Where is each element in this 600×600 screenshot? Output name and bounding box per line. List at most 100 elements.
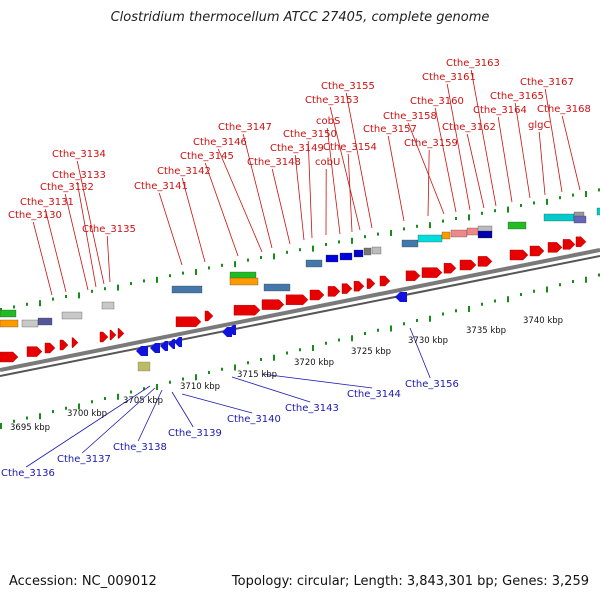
forward-gene-arrow[interactable] [547, 242, 563, 253]
forward-gene-label[interactable]: Cthe_3155 [321, 81, 375, 92]
reverse-gene-label[interactable]: Cthe_3143 [285, 403, 339, 414]
feature-box[interactable] [596, 207, 600, 216]
reverse-gene-arrow[interactable] [228, 325, 236, 335]
forward-gene-label[interactable]: Cthe_3147 [218, 122, 272, 133]
forward-gene-arrow[interactable] [204, 310, 214, 322]
forward-gene-label[interactable]: Cthe_3146 [193, 137, 247, 148]
forward-gene-label[interactable]: Cthe_3165 [490, 91, 544, 102]
feature-box[interactable] [171, 285, 203, 294]
forward-gene-arrow[interactable] [44, 342, 56, 354]
feature-box[interactable] [37, 317, 53, 326]
forward-gene-arrow[interactable] [261, 299, 285, 310]
feature-box[interactable] [353, 249, 364, 258]
forward-gene-label[interactable]: Cthe_3167 [520, 77, 574, 88]
feature-box[interactable] [466, 227, 480, 236]
forward-gene-arrow[interactable] [379, 275, 391, 287]
feature-box[interactable] [101, 301, 115, 310]
feature-box[interactable] [229, 277, 259, 286]
forward-gene-arrow[interactable] [109, 329, 117, 341]
feature-box[interactable] [21, 319, 39, 328]
forward-gene-arrow[interactable] [459, 259, 477, 271]
forward-gene-label[interactable]: Cthe_3159 [404, 138, 458, 149]
forward-gene-label[interactable]: cobU [315, 157, 340, 168]
reverse-gene-label[interactable]: Cthe_3144 [347, 389, 401, 400]
feature-box[interactable] [477, 230, 493, 239]
reverse-gene-label[interactable]: Cthe_3138 [113, 442, 167, 453]
feature-box[interactable] [305, 259, 323, 268]
forward-gene-label[interactable]: Cthe_3149 [270, 143, 324, 154]
reverse-gene-arrow[interactable] [136, 346, 148, 356]
feature-box[interactable] [507, 221, 527, 230]
reverse-gene-label[interactable]: Cthe_3139 [168, 428, 222, 439]
forward-gene-arrow[interactable] [71, 337, 79, 348]
forward-gene-label[interactable]: Cthe_3164 [473, 105, 527, 116]
forward-gene-label[interactable]: Cthe_3158 [383, 111, 437, 122]
forward-gene-label[interactable]: Cthe_3162 [442, 122, 496, 133]
forward-gene-label[interactable]: Cthe_3168 [537, 104, 591, 115]
forward-gene-label[interactable]: Cthe_3142 [157, 166, 211, 177]
feature-box[interactable] [450, 229, 468, 238]
forward-gene-label[interactable]: Cthe_3145 [180, 151, 234, 162]
forward-gene-arrow[interactable] [175, 316, 202, 327]
forward-gene-arrow[interactable] [575, 236, 587, 248]
feature-box[interactable] [263, 283, 291, 292]
feature-box[interactable] [0, 309, 17, 318]
forward-gene-label[interactable]: Cthe_3135 [82, 224, 136, 235]
forward-gene-label[interactable]: Cthe_3132 [40, 182, 94, 193]
forward-gene-label[interactable]: Cthe_3154 [323, 142, 377, 153]
forward-gene-arrow[interactable] [529, 245, 545, 257]
feature-box[interactable] [417, 234, 443, 243]
forward-gene-label[interactable]: Cthe_3161 [422, 72, 476, 83]
feature-box[interactable] [401, 239, 419, 248]
forward-gene-arrow[interactable] [233, 305, 261, 316]
feature-box[interactable] [441, 231, 451, 240]
forward-gene-arrow[interactable] [477, 256, 493, 267]
forward-gene-label[interactable]: cobS [316, 116, 340, 127]
forward-gene-arrow[interactable] [405, 270, 421, 281]
forward-gene-label[interactable]: glgC [528, 120, 550, 131]
forward-gene-label[interactable]: Cthe_3133 [52, 170, 106, 181]
reverse-gene-label[interactable]: Cthe_3137 [57, 454, 111, 465]
forward-gene-arrow[interactable] [309, 289, 325, 301]
feature-box[interactable] [325, 254, 339, 263]
reverse-gene-arrow[interactable] [160, 341, 168, 351]
feature-box[interactable] [61, 311, 83, 320]
forward-gene-label[interactable]: Cthe_3148 [247, 157, 301, 168]
forward-gene-arrow[interactable] [443, 263, 457, 274]
reverse-gene-label[interactable]: Cthe_3140 [227, 414, 281, 425]
forward-gene-label[interactable]: Cthe_3134 [52, 149, 106, 160]
reverse-gene-arrow[interactable] [168, 339, 175, 349]
feature-box[interactable] [573, 215, 587, 224]
reverse-gene-arrow[interactable] [395, 292, 407, 302]
forward-gene-label[interactable]: Cthe_3157 [363, 124, 417, 135]
forward-gene-arrow[interactable] [26, 346, 43, 357]
forward-gene-arrow[interactable] [353, 281, 365, 292]
forward-gene-arrow[interactable] [366, 278, 376, 289]
reverse-gene-label[interactable]: Cthe_3136 [1, 468, 55, 479]
forward-gene-arrow[interactable] [421, 267, 443, 278]
forward-gene-label[interactable]: Cthe_3163 [446, 58, 500, 69]
forward-gene-label[interactable]: Cthe_3160 [410, 96, 464, 107]
forward-gene-arrow[interactable] [99, 331, 109, 343]
feature-box[interactable] [0, 319, 19, 328]
reverse-gene-arrow[interactable] [174, 337, 182, 347]
forward-gene-label[interactable]: Cthe_3141 [134, 181, 188, 192]
feature-box[interactable] [543, 213, 575, 222]
forward-gene-arrow[interactable] [117, 328, 125, 339]
feature-box[interactable] [137, 361, 151, 372]
feature-box[interactable] [363, 247, 372, 256]
forward-gene-arrow[interactable] [509, 249, 529, 261]
feature-box[interactable] [371, 246, 382, 255]
forward-gene-arrow[interactable] [59, 339, 69, 351]
forward-gene-label[interactable]: Cthe_3153 [305, 95, 359, 106]
forward-gene-arrow[interactable] [562, 239, 576, 250]
forward-gene-arrow[interactable] [0, 351, 19, 363]
forward-gene-label[interactable]: Cthe_3150 [283, 129, 337, 140]
forward-gene-arrow[interactable] [341, 283, 353, 294]
feature-box[interactable] [339, 252, 353, 261]
forward-gene-label[interactable]: Cthe_3131 [20, 197, 74, 208]
reverse-gene-label[interactable]: Cthe_3156 [405, 379, 459, 390]
forward-gene-label[interactable]: Cthe_3130 [8, 210, 62, 221]
reverse-gene-arrow[interactable] [150, 343, 160, 353]
